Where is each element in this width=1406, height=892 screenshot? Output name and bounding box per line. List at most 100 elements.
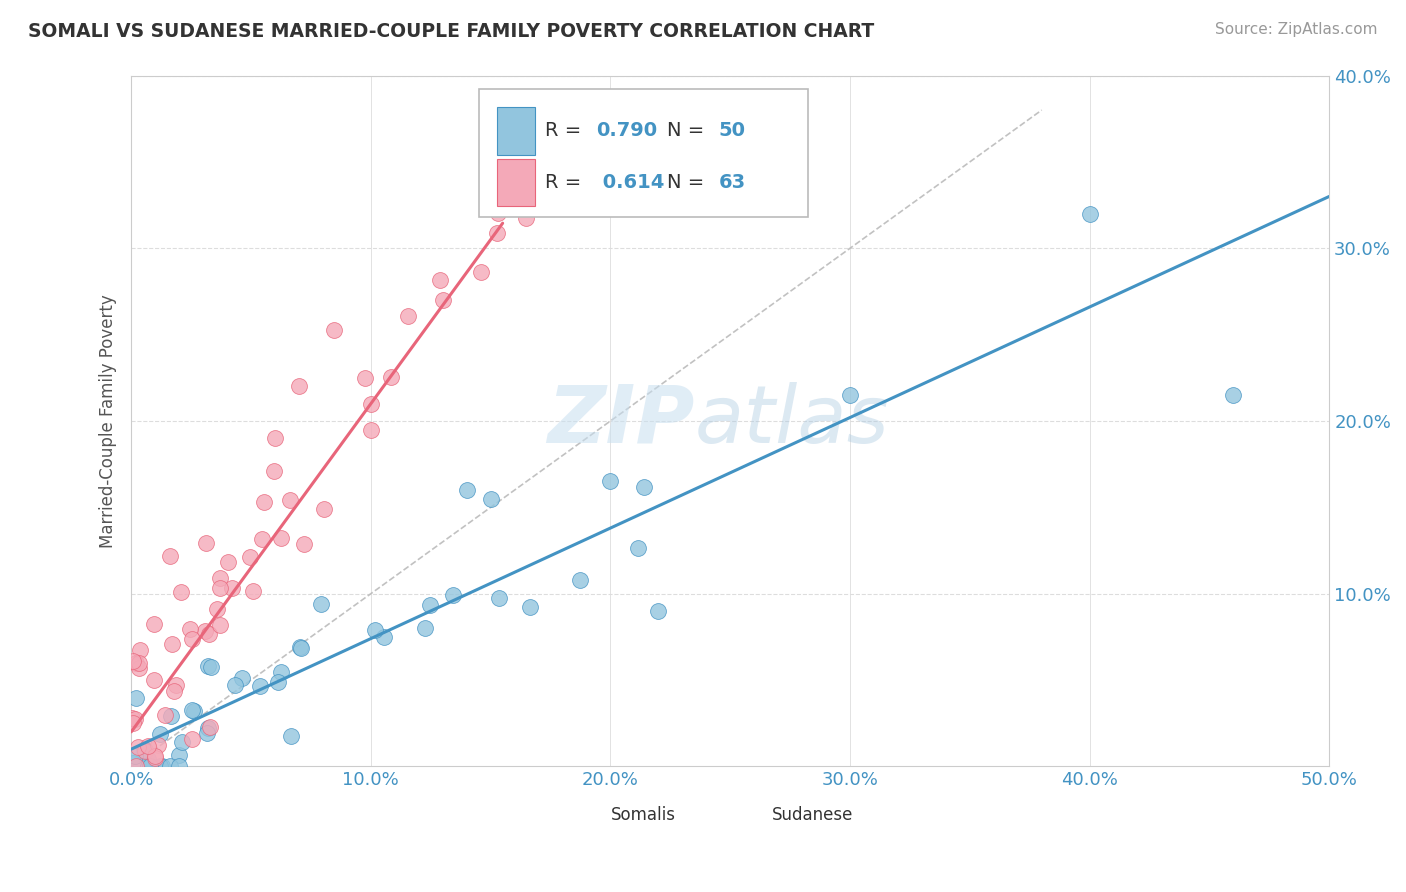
Point (125, 690, 148, 705)
Point (419, 598, 441, 612)
Point (239, 549, 262, 564)
Point (290, 640, 312, 655)
Point (139, 759, 162, 773)
Point (163, 684, 186, 698)
Point (413, 621, 436, 635)
Point (441, 589, 464, 603)
FancyBboxPatch shape (496, 107, 534, 154)
Point (508, 201, 530, 215)
Point (488, 591, 510, 606)
Point (167, 759, 190, 773)
Point (159, 549, 181, 563)
Point (205, 602, 228, 616)
Point (124, 749, 146, 764)
Point (599, 475, 621, 489)
Point (122, 756, 145, 770)
Text: R =: R = (544, 121, 588, 140)
Point (134, 743, 156, 757)
Point (165, 678, 187, 692)
Point (249, 679, 271, 693)
Point (134, 744, 156, 758)
Text: N =: N = (666, 173, 710, 192)
Point (647, 604, 669, 618)
Text: Source: ZipAtlas.com: Source: ZipAtlas.com (1215, 22, 1378, 37)
Point (432, 293, 454, 307)
Point (288, 379, 311, 393)
Point (626, 541, 648, 556)
Point (142, 617, 165, 632)
Point (208, 571, 231, 585)
Point (314, 502, 336, 516)
Point (197, 721, 219, 735)
Point (633, 480, 655, 494)
Text: Somalis: Somalis (610, 805, 675, 824)
Y-axis label: Married-Couple Family Poverty: Married-Couple Family Poverty (100, 294, 117, 548)
Point (309, 597, 332, 611)
Point (456, 483, 478, 497)
Point (195, 535, 218, 549)
Point (180, 632, 202, 646)
Point (172, 735, 194, 749)
Point (485, 226, 508, 240)
Point (121, 711, 143, 725)
Point (124, 713, 146, 727)
FancyBboxPatch shape (734, 802, 765, 833)
Point (198, 720, 221, 734)
FancyBboxPatch shape (496, 159, 534, 206)
Point (429, 273, 451, 287)
Point (180, 702, 202, 716)
Point (360, 423, 382, 437)
Point (479, 491, 502, 506)
Point (150, 759, 173, 773)
Point (486, 178, 509, 193)
Point (360, 397, 382, 411)
Point (242, 583, 264, 598)
Point (231, 671, 253, 685)
Point (132, 743, 155, 757)
Point (169, 584, 191, 599)
Point (122, 655, 145, 669)
Point (181, 731, 204, 746)
Point (159, 759, 181, 773)
Point (142, 673, 165, 688)
Point (195, 726, 218, 740)
Point (486, 206, 509, 220)
Point (322, 323, 344, 337)
Point (221, 581, 243, 595)
Point (149, 759, 172, 773)
Point (380, 369, 402, 384)
Point (127, 740, 149, 755)
Point (519, 599, 541, 614)
Point (194, 624, 217, 638)
Text: 50: 50 (718, 121, 745, 140)
Point (224, 678, 246, 692)
Point (183, 704, 205, 718)
Point (839, 388, 862, 402)
Point (527, 184, 550, 198)
Point (364, 623, 387, 637)
Point (292, 537, 315, 551)
Point (1222, 388, 1244, 402)
Point (121, 715, 143, 730)
Text: atlas: atlas (695, 382, 889, 460)
Point (160, 637, 183, 651)
Text: 0.790: 0.790 (596, 121, 657, 140)
Point (250, 532, 273, 546)
Text: 0.614: 0.614 (596, 173, 665, 192)
Text: SOMALI VS SUDANESE MARRIED-COUPLE FAMILY POVERTY CORRELATION CHART: SOMALI VS SUDANESE MARRIED-COUPLE FAMILY… (28, 22, 875, 41)
Point (179, 622, 201, 636)
Point (353, 371, 375, 385)
Point (1078, 207, 1101, 221)
Point (141, 759, 163, 773)
Point (266, 675, 288, 690)
FancyBboxPatch shape (572, 802, 603, 833)
Point (198, 627, 221, 641)
FancyBboxPatch shape (478, 89, 808, 217)
Point (208, 582, 231, 596)
Point (143, 751, 166, 765)
Point (197, 659, 219, 673)
Point (280, 730, 302, 744)
Point (125, 657, 148, 671)
Point (146, 739, 169, 753)
Point (159, 708, 181, 723)
